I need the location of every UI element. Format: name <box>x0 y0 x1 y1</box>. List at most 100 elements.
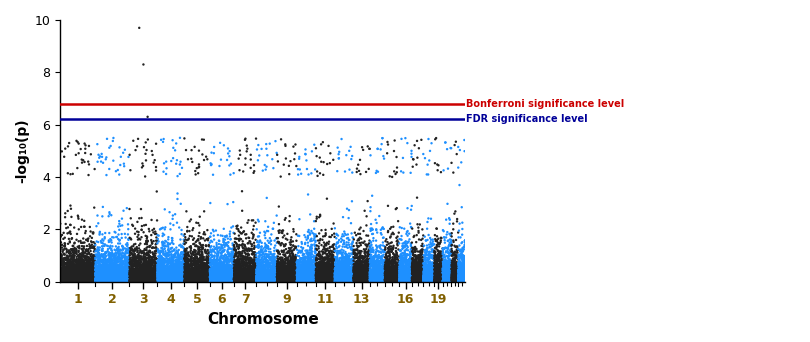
Point <box>330 276 343 281</box>
Point <box>94 267 107 273</box>
Point <box>428 261 441 266</box>
Point <box>144 264 157 269</box>
Point <box>137 62 150 67</box>
Point <box>252 262 265 268</box>
Point <box>371 267 384 273</box>
Point <box>234 279 247 284</box>
Point <box>447 279 460 284</box>
Point <box>289 142 302 147</box>
Point <box>152 275 165 280</box>
Point <box>129 231 142 236</box>
Point <box>249 136 262 141</box>
Point <box>297 276 310 282</box>
Point <box>279 278 292 284</box>
Point <box>164 277 177 282</box>
Point <box>62 267 75 273</box>
Point <box>90 269 103 275</box>
Point <box>416 267 428 273</box>
Point <box>339 263 352 268</box>
Point <box>436 246 449 251</box>
Point <box>311 173 324 179</box>
Point <box>197 274 210 280</box>
Point <box>388 276 401 281</box>
Point <box>435 278 448 283</box>
Point <box>147 274 160 279</box>
Point <box>262 259 275 264</box>
Point <box>368 276 381 281</box>
Point <box>276 228 289 233</box>
Point <box>229 273 242 279</box>
Point <box>355 277 368 282</box>
Point <box>184 275 197 280</box>
Point <box>335 276 347 281</box>
Point <box>303 271 316 277</box>
Point <box>388 271 401 276</box>
Point <box>437 270 450 275</box>
Point <box>147 276 160 282</box>
Point <box>133 258 146 263</box>
Point <box>96 266 109 271</box>
Point <box>276 262 289 268</box>
Point <box>99 276 112 281</box>
Point <box>412 261 425 267</box>
Point <box>189 272 202 277</box>
Point <box>185 234 198 239</box>
Point <box>384 234 397 239</box>
Point <box>438 275 451 280</box>
Point <box>415 278 428 283</box>
Point <box>188 277 201 282</box>
Point <box>184 271 197 277</box>
Point <box>267 259 280 265</box>
Point <box>124 245 137 251</box>
Point <box>244 275 257 280</box>
Point <box>320 269 333 275</box>
Point <box>196 275 209 280</box>
Point <box>97 252 110 258</box>
Point <box>266 277 279 282</box>
Point <box>373 278 386 284</box>
Point <box>235 263 248 268</box>
Point <box>56 265 69 270</box>
Point <box>249 273 262 279</box>
Point <box>145 266 158 272</box>
Point <box>220 274 233 280</box>
Point <box>84 257 97 262</box>
Point <box>416 269 428 275</box>
Point <box>58 276 70 281</box>
Point <box>168 277 181 282</box>
Point <box>356 265 369 271</box>
Point <box>319 269 332 275</box>
Point <box>360 214 373 219</box>
Point <box>306 260 319 265</box>
Point <box>83 262 96 268</box>
Point <box>124 272 137 278</box>
Point <box>339 276 352 281</box>
Point <box>75 269 88 274</box>
Point <box>437 258 450 264</box>
Point <box>290 276 303 281</box>
Point <box>259 277 272 283</box>
Point <box>441 272 454 278</box>
Point <box>325 268 338 274</box>
Point <box>112 265 125 270</box>
Point <box>93 279 106 284</box>
Point <box>271 259 284 264</box>
Point <box>259 272 272 277</box>
Point <box>207 268 220 274</box>
Point <box>220 253 232 258</box>
Point <box>420 273 433 278</box>
Point <box>61 274 74 279</box>
Point <box>228 277 241 282</box>
Point <box>76 276 89 282</box>
Point <box>58 260 71 265</box>
Point <box>122 256 135 261</box>
Point <box>340 276 353 281</box>
Point <box>271 271 284 276</box>
Point <box>317 278 330 284</box>
Point <box>162 258 175 263</box>
Point <box>330 274 343 279</box>
Point <box>70 274 83 280</box>
Point <box>109 266 122 272</box>
Point <box>284 274 296 279</box>
Point <box>381 264 394 269</box>
